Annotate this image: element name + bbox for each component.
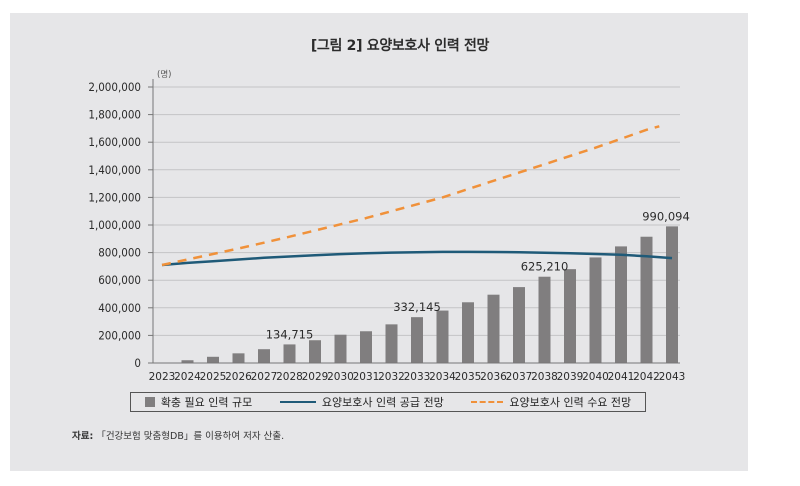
x-tick-label: 2029: [302, 371, 329, 383]
x-tick-label: 2039: [557, 371, 584, 383]
x-tick-label: 2026: [225, 371, 252, 383]
x-tick-label: 2030: [327, 371, 354, 383]
bar: [589, 257, 602, 363]
bar: [283, 344, 296, 363]
chart-title: [그림 2] 요양보호사 인력 전망: [310, 38, 490, 54]
legend-label: 확충 필요 인력 규모: [160, 396, 253, 409]
y-axis-unit-label: (명): [157, 69, 171, 80]
legend-label: 요양보호사 인력 수요 전망: [509, 396, 632, 409]
y-tick-label: 1,400,000: [88, 163, 141, 177]
source-note: 자료: 「건강보험 맞춤형DB」를 이용하여 저자 산출.: [72, 428, 284, 442]
bar: [360, 331, 372, 363]
x-tick-label: 2037: [506, 371, 533, 383]
x-tick-label: 2031: [353, 371, 380, 383]
x-tick-label: 2041: [608, 371, 635, 383]
bar: [385, 324, 398, 363]
x-tick-label: 2042: [633, 371, 660, 383]
legend-item-demand: 요양보호사 인력 수요 전망: [471, 394, 631, 410]
legend-item-supply: 요양보호사 인력 공급 전망: [279, 394, 444, 410]
bar-data-label: 625,210: [521, 260, 569, 274]
x-tick-label: 2032: [378, 371, 405, 383]
legend-swatch-solid-line: [279, 401, 316, 403]
x-tick-label: 2035: [455, 371, 482, 383]
x-tick-label: 2025: [200, 371, 227, 383]
legend-swatch-dashed-line: [471, 401, 504, 403]
legend-item-bars: 확충 필요 인력 규모: [144, 394, 253, 410]
x-tick-label: 2040: [582, 371, 609, 383]
y-tick-label: 200,000: [98, 328, 141, 342]
y-tick-label: 1,200,000: [88, 190, 141, 204]
x-tick-label: 2027: [251, 371, 278, 383]
y-tick-label: 600,000: [98, 273, 141, 287]
y-tick-label: 0: [134, 356, 141, 370]
bar: [564, 269, 576, 363]
x-tick-label: 2023: [149, 371, 176, 383]
legend-swatch-bar: [144, 397, 155, 407]
legend-label: 요양보호사 인력 공급 전망: [321, 396, 444, 409]
x-tick-label: 2038: [531, 371, 558, 383]
bar-data-label: 332,145: [393, 300, 441, 314]
chart-legend: 확충 필요 인력 규모 요양보호사 인력 공급 전망 요양보호사 인력 수요 전…: [130, 392, 646, 412]
labels: 0 200,000 400,000 600,000 800,000 1,000,000 1,…: [88, 69, 689, 383]
x-tick-label: 2036: [480, 371, 507, 383]
y-tick-label: 400,000: [98, 301, 141, 315]
bar-data-label: 990,094: [642, 209, 690, 223]
bar-data-label: 134,715: [266, 327, 314, 341]
bar: [309, 340, 321, 363]
y-tick-label: 800,000: [98, 246, 141, 260]
source-label: 자료:: [72, 431, 94, 442]
bar: [487, 294, 500, 363]
x-tick-label: 2043: [659, 371, 686, 383]
line-series: [161, 125, 673, 267]
demand-line: [161, 125, 660, 267]
bar: [411, 317, 423, 363]
bar: [207, 356, 219, 363]
bar: [181, 360, 194, 363]
bar: [538, 276, 551, 363]
source-text: 「건강보험 맞춤형DB」를 이용하여 저자 산출.: [96, 431, 285, 442]
bar: [334, 334, 347, 363]
y-tick-label: 1,600,000: [88, 135, 141, 149]
axes: [148, 79, 680, 364]
supply-line: [161, 250, 673, 267]
bar: [436, 310, 449, 363]
x-tick-label: 2034: [429, 371, 456, 383]
bar-series: [181, 226, 678, 363]
y-tick-label: 1,800,000: [88, 108, 141, 122]
x-tick-label: 2028: [276, 371, 303, 383]
x-tick-label: 2033: [404, 371, 431, 383]
bar: [666, 226, 678, 363]
y-tick-label: 1,000,000: [88, 218, 141, 232]
bar: [462, 302, 474, 363]
bar: [258, 349, 270, 363]
x-tick-label: 2024: [174, 371, 201, 383]
bar: [615, 246, 627, 363]
bar: [232, 353, 245, 363]
bar: [513, 287, 525, 363]
y-tick-label: 2,000,000: [88, 80, 141, 94]
bar: [640, 236, 653, 363]
